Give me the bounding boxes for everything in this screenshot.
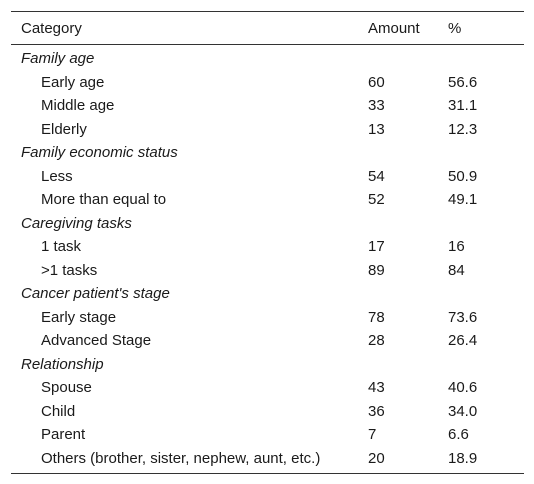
table-row: Spouse 43 40.6 <box>11 376 524 400</box>
table-row: Advanced Stage 28 26.4 <box>11 329 524 353</box>
row-amount: 43 <box>368 379 385 397</box>
row-label: 1 task <box>41 238 82 256</box>
row-amount: 78 <box>368 308 385 326</box>
group-label: Relationship <box>21 355 104 373</box>
row-amount: 36 <box>368 402 385 420</box>
row-amount: 33 <box>368 97 385 115</box>
group-row-family-age: Family age <box>11 45 524 71</box>
table-row: Others (brother, sister, nephew, aunt, e… <box>11 447 524 474</box>
data-table-container: Category Amount % Family age Early age 6… <box>11 11 524 474</box>
row-label: Less <box>41 167 73 185</box>
row-percent: 84 <box>448 261 465 279</box>
row-percent: 40.6 <box>448 379 478 397</box>
group-label: Family age <box>21 50 95 68</box>
table-row: Early age 60 56.6 <box>11 71 524 95</box>
row-label: More than equal to <box>41 191 167 209</box>
group-label: Family economic status <box>21 144 178 162</box>
column-header-percent: % <box>448 19 462 37</box>
row-label: Spouse <box>41 379 92 397</box>
row-amount: 20 <box>368 449 385 467</box>
row-amount: 7 <box>368 426 377 444</box>
column-header-category: Category <box>21 19 82 37</box>
group-row-relationship: Relationship <box>11 353 524 377</box>
row-amount: 28 <box>368 332 385 350</box>
row-percent: 26.4 <box>448 332 478 350</box>
row-percent: 73.6 <box>448 308 478 326</box>
table-row: >1 tasks 89 84 <box>11 259 524 283</box>
header-row: Category Amount % <box>11 11 524 45</box>
group-label: Cancer patient's stage <box>21 285 170 303</box>
row-label: Child <box>41 402 76 420</box>
row-amount: 60 <box>368 73 385 91</box>
category-table: Category Amount % Family age Early age 6… <box>11 11 524 474</box>
table-row: Elderly 13 12.3 <box>11 118 524 142</box>
group-row-cancer-patient-stage: Cancer patient's stage <box>11 282 524 306</box>
row-amount: 89 <box>368 261 385 279</box>
table-header: Category Amount % <box>11 11 524 45</box>
table-row: Less 54 50.9 <box>11 165 524 189</box>
group-label: Caregiving tasks <box>21 214 132 232</box>
table-row: Parent 7 6.6 <box>11 423 524 447</box>
row-label: Parent <box>41 426 86 444</box>
row-percent: 31.1 <box>448 97 478 115</box>
row-amount: 54 <box>368 167 385 185</box>
table-row: Early stage 78 73.6 <box>11 306 524 330</box>
row-percent: 56.6 <box>448 73 478 91</box>
table-row: Middle age 33 31.1 <box>11 94 524 118</box>
table-row: 1 task 17 16 <box>11 235 524 259</box>
row-percent: 18.9 <box>448 449 478 467</box>
row-label: Others (brother, sister, nephew, aunt, e… <box>41 449 321 467</box>
row-label: Early age <box>41 73 105 91</box>
row-label: Early stage <box>41 308 117 326</box>
row-label: Elderly <box>41 120 87 138</box>
group-row-caregiving-tasks: Caregiving tasks <box>11 212 524 236</box>
table-body: Family age Early age 60 56.6 Middle age … <box>11 45 524 474</box>
row-label: Middle age <box>41 97 115 115</box>
row-label: >1 tasks <box>41 261 98 279</box>
row-amount: 52 <box>368 191 385 209</box>
column-header-amount: Amount <box>368 19 420 37</box>
row-percent: 49.1 <box>448 191 478 209</box>
row-amount: 17 <box>368 238 385 256</box>
row-percent: 6.6 <box>448 426 469 444</box>
group-row-family-economic-status: Family economic status <box>11 141 524 165</box>
row-label: Advanced Stage <box>41 332 152 350</box>
table-row: Child 36 34.0 <box>11 400 524 424</box>
table-row: More than equal to 52 49.1 <box>11 188 524 212</box>
row-amount: 13 <box>368 120 385 138</box>
row-percent: 34.0 <box>448 402 478 420</box>
row-percent: 50.9 <box>448 167 478 185</box>
row-percent: 16 <box>448 238 465 256</box>
row-percent: 12.3 <box>448 120 478 138</box>
